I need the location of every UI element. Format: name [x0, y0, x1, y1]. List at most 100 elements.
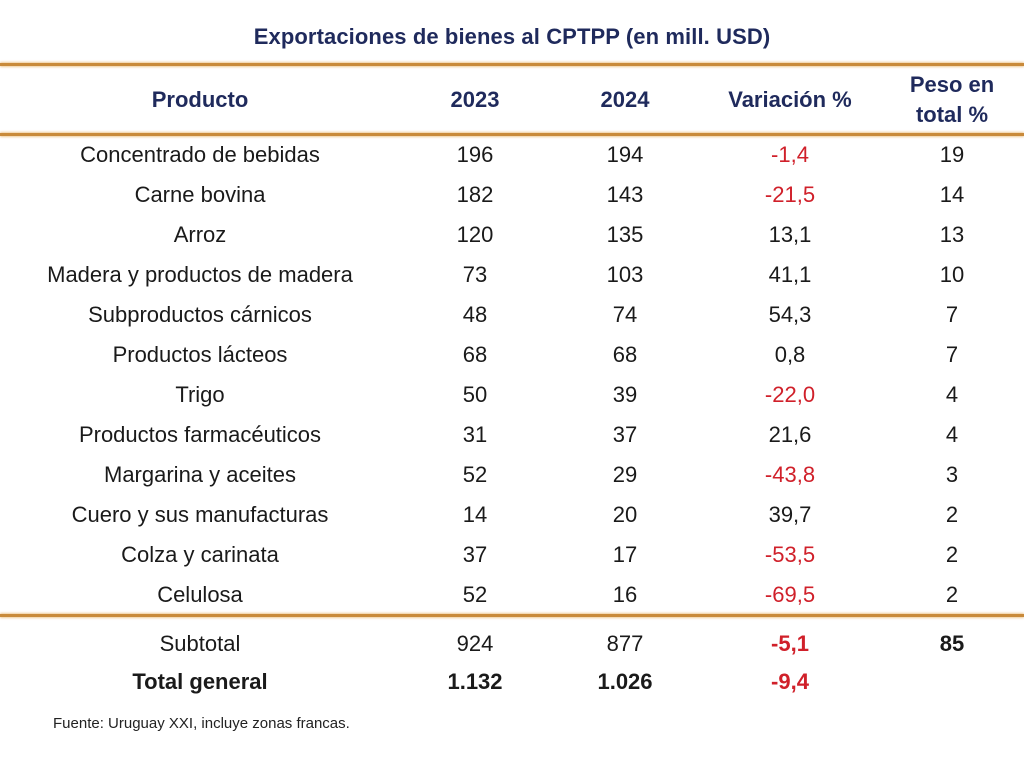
- cell-2024: 74: [612, 302, 638, 327]
- cell-peso: 13: [939, 222, 965, 247]
- cell-2024: 20: [612, 502, 638, 527]
- cell-2024: 135: [606, 222, 644, 247]
- subtotal-peso: 85: [939, 631, 965, 656]
- table-row: Subproductos cárnicos 48 74 54,3 7: [0, 295, 1024, 335]
- header-variacion: Variación %: [728, 86, 852, 112]
- table-row: Margarina y aceites 52 29 -43,8 3: [0, 455, 1024, 495]
- header-peso: Peso en total %: [880, 66, 1024, 133]
- subtotal-2023: 924: [456, 631, 494, 656]
- table-row: Productos farmacéuticos 31 37 21,6 4: [0, 415, 1024, 455]
- table-row: Concentrado de bebidas 196 194 -1,4 19: [0, 133, 1024, 175]
- header-row: Producto 2023 2024 Variación % Peso en to…: [0, 66, 1024, 133]
- cell-2023: 52: [462, 462, 488, 487]
- total-label: Total general: [132, 669, 268, 694]
- cell-peso: 4: [945, 382, 959, 407]
- cell-2023: 120: [456, 222, 494, 247]
- cell-producto: Productos lácteos: [112, 342, 288, 367]
- cell-producto: Concentrado de bebidas: [80, 142, 320, 167]
- cell-producto: Celulosa: [157, 582, 243, 607]
- cell-peso: 2: [945, 502, 959, 527]
- header-producto: Producto: [151, 86, 249, 112]
- subtotal-2024: 877: [606, 631, 644, 656]
- cell-2024: 68: [612, 342, 638, 367]
- cell-2023: 31: [462, 422, 488, 447]
- subtotal-label: Subtotal: [159, 631, 241, 656]
- separator-row: [0, 615, 1024, 625]
- cell-2024: 103: [606, 262, 644, 287]
- header-2024: 2024: [600, 86, 650, 112]
- cell-peso: 2: [945, 582, 959, 607]
- cell-peso: 14: [939, 182, 965, 207]
- cell-peso: 10: [939, 262, 965, 287]
- cell-variacion: 54,3: [768, 302, 812, 327]
- cell-2023: 48: [462, 302, 488, 327]
- cell-2024: 39: [612, 382, 638, 407]
- separator-cell: [0, 615, 1024, 625]
- cell-producto: Trigo: [175, 382, 225, 407]
- table-row: Arroz 120 135 13,1 13: [0, 215, 1024, 255]
- exports-table: Producto 2023 2024 Variación % Peso en to…: [0, 66, 1024, 701]
- cell-peso: 4: [945, 422, 959, 447]
- table-row: Colza y carinata 37 17 -53,5 2: [0, 535, 1024, 575]
- total-peso: [880, 663, 1024, 701]
- table-row: Madera y productos de madera 73 103 41,1 10: [0, 255, 1024, 295]
- table-body: Concentrado de bebidas 196 194 -1,4 19 Carne …: [0, 133, 1024, 615]
- cell-2024: 37: [612, 422, 638, 447]
- cell-variacion: -69,5: [764, 582, 816, 607]
- table-row: Celulosa 52 16 -69,5 2: [0, 575, 1024, 615]
- cell-producto: Carne bovina: [134, 182, 266, 207]
- cell-2024: 16: [612, 582, 638, 607]
- cell-2023: 52: [462, 582, 488, 607]
- cell-2023: 182: [456, 182, 494, 207]
- cell-producto: Margarina y aceites: [104, 462, 296, 487]
- cell-variacion: -53,5: [764, 542, 816, 567]
- cell-producto: Madera y productos de madera: [47, 262, 353, 287]
- subtotal-row: Subtotal 924 877 -5,1 85: [0, 625, 1024, 663]
- cell-2023: 196: [456, 142, 494, 167]
- table-title: Exportaciones de bienes al CPTPP (en mil…: [253, 24, 771, 49]
- cell-producto: Productos farmacéuticos: [78, 422, 322, 447]
- cell-2023: 68: [462, 342, 488, 367]
- cell-producto: Arroz: [173, 222, 227, 247]
- cell-peso: 7: [945, 342, 959, 367]
- subtotal-rule: [0, 614, 1024, 617]
- cell-variacion: -43,8: [764, 462, 816, 487]
- header-peso-line2: total %: [915, 101, 989, 127]
- total-2023: 1.132: [447, 669, 503, 694]
- cell-variacion: -1,4: [771, 142, 809, 167]
- source-note: Fuente: Uruguay XXI, incluye zonas franc…: [53, 715, 350, 732]
- cell-variacion: -22,0: [764, 382, 816, 407]
- cell-peso: 2: [945, 542, 959, 567]
- cell-variacion: 0,8: [774, 342, 806, 367]
- table-row: Productos lácteos 68 68 0,8 7: [0, 335, 1024, 375]
- cell-peso: 7: [945, 302, 959, 327]
- header-peso-line1: Peso en: [909, 71, 995, 97]
- top-rule: [0, 63, 1024, 66]
- cell-variacion: 39,7: [768, 502, 812, 527]
- cell-2023: 73: [462, 262, 488, 287]
- table-row: Cuero y sus manufacturas 14 20 39,7 2: [0, 495, 1024, 535]
- cell-2023: 50: [462, 382, 488, 407]
- cell-2024: 17: [612, 542, 638, 567]
- cell-variacion: -21,5: [764, 182, 816, 207]
- cell-producto: Subproductos cárnicos: [88, 302, 312, 327]
- cell-peso: 19: [939, 142, 965, 167]
- cell-2024: 194: [606, 142, 644, 167]
- cell-variacion: 13,1: [768, 222, 812, 247]
- subtotal-variacion: -5,1: [771, 631, 809, 656]
- cell-variacion: 41,1: [768, 262, 812, 287]
- cell-2024: 29: [612, 462, 638, 487]
- total-2024: 1.026: [597, 669, 653, 694]
- cell-variacion: 21,6: [768, 422, 812, 447]
- table-row: Carne bovina 182 143 -21,5 14: [0, 175, 1024, 215]
- header-2023: 2023: [450, 86, 500, 112]
- total-variacion: -9,4: [771, 669, 809, 694]
- total-row: Total general 1.132 1.026 -9,4: [0, 663, 1024, 701]
- cell-peso: 3: [945, 462, 959, 487]
- cell-2024: 143: [606, 182, 644, 207]
- cell-2023: 14: [462, 502, 488, 527]
- header-rule: [0, 133, 1024, 136]
- cell-producto: Colza y carinata: [121, 542, 279, 567]
- cell-producto: Cuero y sus manufacturas: [71, 502, 329, 527]
- table-row: Trigo 50 39 -22,0 4: [0, 375, 1024, 415]
